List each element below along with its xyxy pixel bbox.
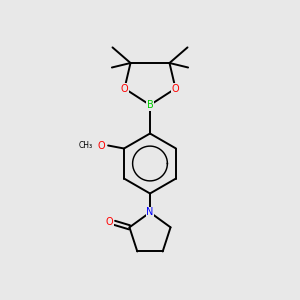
Text: N: N xyxy=(146,207,154,218)
Text: O: O xyxy=(172,83,179,94)
Text: O: O xyxy=(97,140,105,151)
Text: O: O xyxy=(121,83,128,94)
Text: B: B xyxy=(147,100,153,110)
Text: CH₃: CH₃ xyxy=(79,141,93,150)
Text: O: O xyxy=(105,217,113,226)
